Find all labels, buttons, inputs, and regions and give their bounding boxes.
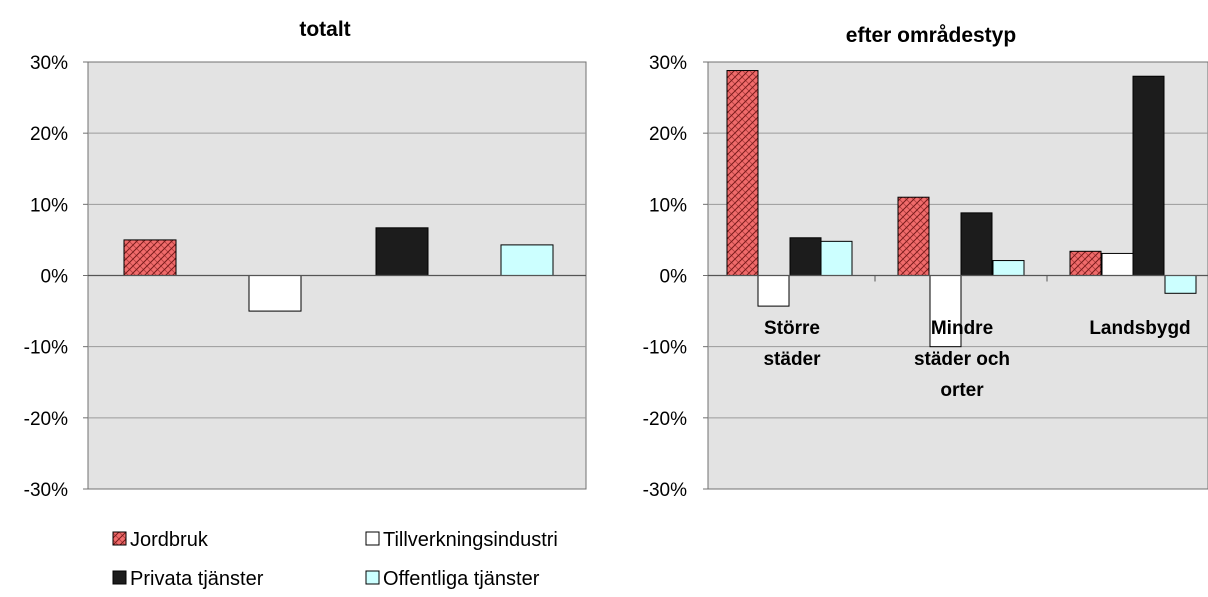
legend: Jordbruk Tillverkningsindustri Privata tjä…	[112, 529, 558, 590]
category-label: Landsbygd	[1089, 318, 1190, 339]
bar-offentliga	[820, 240, 853, 276]
legend-label-offentliga: Offentliga tjänster	[383, 568, 540, 590]
y-tick-label: 30%	[649, 53, 687, 74]
legend-swatch-privata	[112, 570, 127, 585]
bar-tillverkning	[757, 275, 790, 307]
y-tick-label: -30%	[24, 480, 68, 501]
legend-label-privata: Privata tjänster	[130, 568, 264, 590]
y-tick-label: 20%	[30, 124, 68, 145]
legend-label-jordbruk: Jordbruk	[130, 529, 209, 551]
y-tick-label: -20%	[24, 409, 68, 430]
category-label: Större	[764, 318, 820, 339]
y-tick-label: 20%	[649, 124, 687, 145]
chart-title: totalt	[299, 18, 350, 41]
legend-swatch-offentliga	[365, 570, 380, 585]
y-tick-label: 10%	[30, 195, 68, 216]
category-label: städer	[763, 349, 821, 370]
y-tick-label: 10%	[649, 195, 687, 216]
category-label: orter	[940, 380, 984, 401]
y-tick-label: 30%	[30, 53, 68, 74]
bar-tillverkning	[1101, 252, 1134, 277]
chart-efter-omradestyp: 30% 20% 10% 0% -10% -20% -30% efter områdestyp S…	[643, 24, 1208, 501]
bar-offentliga	[992, 260, 1025, 276]
y-tick-label: -30%	[643, 480, 687, 501]
bar-privata	[375, 227, 429, 276]
y-tick-label: -20%	[643, 409, 687, 430]
category-label: Mindre	[931, 318, 993, 339]
legend-label-tillverkning: Tillverkningsindustri	[383, 529, 558, 551]
bar-tillverkning	[248, 275, 302, 312]
bar-jordbruk	[897, 196, 930, 276]
chart-totalt: 30% 20% 10% 0% -10% -20% -30% totalt	[24, 18, 587, 501]
y-tick-label: 0%	[41, 267, 69, 288]
y-tick-label: 0%	[660, 267, 688, 288]
bar-offentliga	[1164, 275, 1197, 294]
bar-privata	[789, 237, 822, 276]
bar-jordbruk	[1069, 250, 1102, 276]
category-label: städer och	[914, 349, 1010, 370]
bar-jordbruk	[726, 70, 759, 277]
legend-swatch-jordbruk	[112, 531, 127, 546]
bar-tillverkning	[929, 275, 962, 348]
chart-title: efter områdestyp	[846, 24, 1016, 47]
bar-offentliga	[500, 244, 554, 276]
y-tick-label: -10%	[643, 338, 687, 359]
bar-privata	[1132, 75, 1165, 276]
bar-privata	[960, 212, 993, 277]
bar-jordbruk	[123, 239, 177, 277]
y-tick-label: -10%	[24, 338, 68, 359]
legend-swatch-tillverkning	[365, 531, 380, 546]
